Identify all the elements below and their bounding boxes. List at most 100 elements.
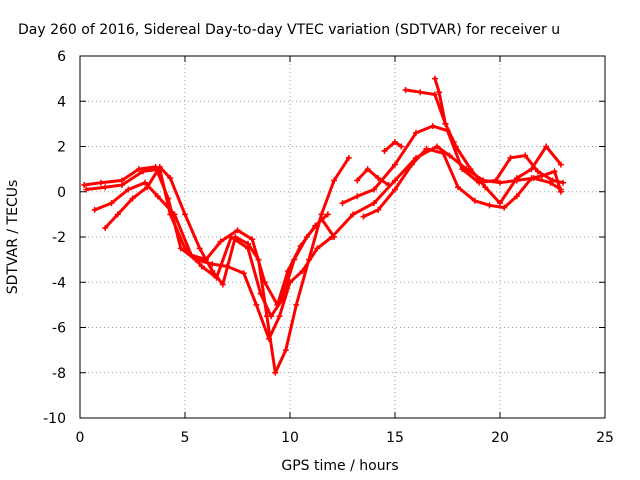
data-series xyxy=(81,75,566,376)
data-point xyxy=(263,313,270,320)
data-point xyxy=(305,256,312,263)
data-point xyxy=(282,347,289,354)
data-point xyxy=(232,234,239,240)
data-point xyxy=(471,197,478,204)
data-point xyxy=(528,175,535,182)
axis-ticks: 0 5 10 15 20 25 -10 -8 -6 -4 -2 0 2 4 6 xyxy=(43,49,614,446)
data-point xyxy=(354,177,361,184)
data-point xyxy=(188,252,195,259)
data-point xyxy=(371,186,377,193)
data-point xyxy=(557,188,564,195)
data-point xyxy=(497,200,503,207)
data-point xyxy=(392,138,398,145)
data-point xyxy=(440,150,447,157)
y-tick-label: -8 xyxy=(52,366,66,382)
data-point xyxy=(209,267,216,274)
data-point xyxy=(371,200,377,207)
data-point xyxy=(392,161,398,168)
data-point xyxy=(345,154,352,161)
data-point xyxy=(240,270,247,277)
data-point xyxy=(154,193,161,200)
data-point xyxy=(209,261,216,268)
data-point xyxy=(467,166,474,173)
grid xyxy=(80,56,605,418)
data-point xyxy=(156,163,163,170)
data-point xyxy=(234,227,241,234)
data-point xyxy=(543,143,550,150)
y-tick-label: -2 xyxy=(52,230,66,246)
y-tick-label: 0 xyxy=(57,185,66,201)
data-point xyxy=(431,75,438,82)
data-point xyxy=(272,369,279,376)
data-point xyxy=(276,313,283,320)
data-point xyxy=(318,211,325,218)
data-point xyxy=(557,161,564,168)
data-point xyxy=(108,200,115,207)
data-point xyxy=(385,181,392,188)
data-point xyxy=(482,184,489,191)
data-point xyxy=(354,193,361,200)
data-point xyxy=(314,245,321,252)
data-point xyxy=(459,166,466,173)
x-tick-label: 0 xyxy=(76,430,85,446)
y-tick-label: -4 xyxy=(52,275,66,291)
data-point xyxy=(381,148,388,155)
data-point xyxy=(182,211,188,218)
data-point xyxy=(446,152,453,159)
data-point xyxy=(431,91,438,98)
data-point xyxy=(534,168,541,175)
data-point xyxy=(408,161,415,168)
data-point xyxy=(135,166,142,173)
x-axis-label: GPS time / hours xyxy=(281,458,398,474)
y-tick-label: 4 xyxy=(57,94,66,110)
data-point xyxy=(245,240,251,247)
y-tick-label: 6 xyxy=(57,49,66,65)
data-point xyxy=(423,145,430,152)
data-point xyxy=(253,301,260,308)
data-point xyxy=(312,222,319,229)
data-point xyxy=(102,184,109,191)
data-point xyxy=(196,245,203,252)
data-point xyxy=(198,263,205,270)
data-point xyxy=(261,279,268,286)
data-point xyxy=(452,143,459,150)
data-point xyxy=(549,177,556,184)
data-point xyxy=(91,206,98,213)
data-point xyxy=(102,224,109,231)
data-point xyxy=(83,186,90,193)
chart-title: Day 260 of 2016, Sidereal Day-to-day VTE… xyxy=(18,22,560,38)
data-point xyxy=(297,243,304,250)
data-point xyxy=(219,281,226,288)
series-track-8 xyxy=(433,77,456,144)
x-tick-label: 10 xyxy=(281,430,299,446)
y-tick-label: 2 xyxy=(57,140,66,156)
data-point xyxy=(507,154,514,161)
data-point xyxy=(450,138,457,145)
data-point xyxy=(522,152,529,159)
series-track-10 xyxy=(355,167,391,187)
data-point xyxy=(203,256,209,263)
data-point xyxy=(513,175,520,182)
data-point xyxy=(350,211,356,218)
data-point xyxy=(114,211,121,218)
data-point xyxy=(486,202,493,209)
data-point xyxy=(528,166,535,173)
data-point xyxy=(513,193,520,200)
data-point xyxy=(331,234,338,240)
y-tick-label: -10 xyxy=(43,411,66,427)
data-point xyxy=(81,181,88,188)
data-point xyxy=(129,195,136,202)
data-point xyxy=(392,177,398,184)
data-point xyxy=(392,186,398,193)
data-point xyxy=(249,236,256,243)
series-track-3 xyxy=(103,156,351,375)
data-point xyxy=(360,213,367,220)
data-point xyxy=(417,89,424,96)
x-tick-label: 5 xyxy=(181,430,190,446)
data-point xyxy=(217,238,224,245)
data-point xyxy=(501,204,508,211)
data-point xyxy=(324,211,331,218)
data-point xyxy=(331,177,338,184)
data-point xyxy=(434,143,440,150)
